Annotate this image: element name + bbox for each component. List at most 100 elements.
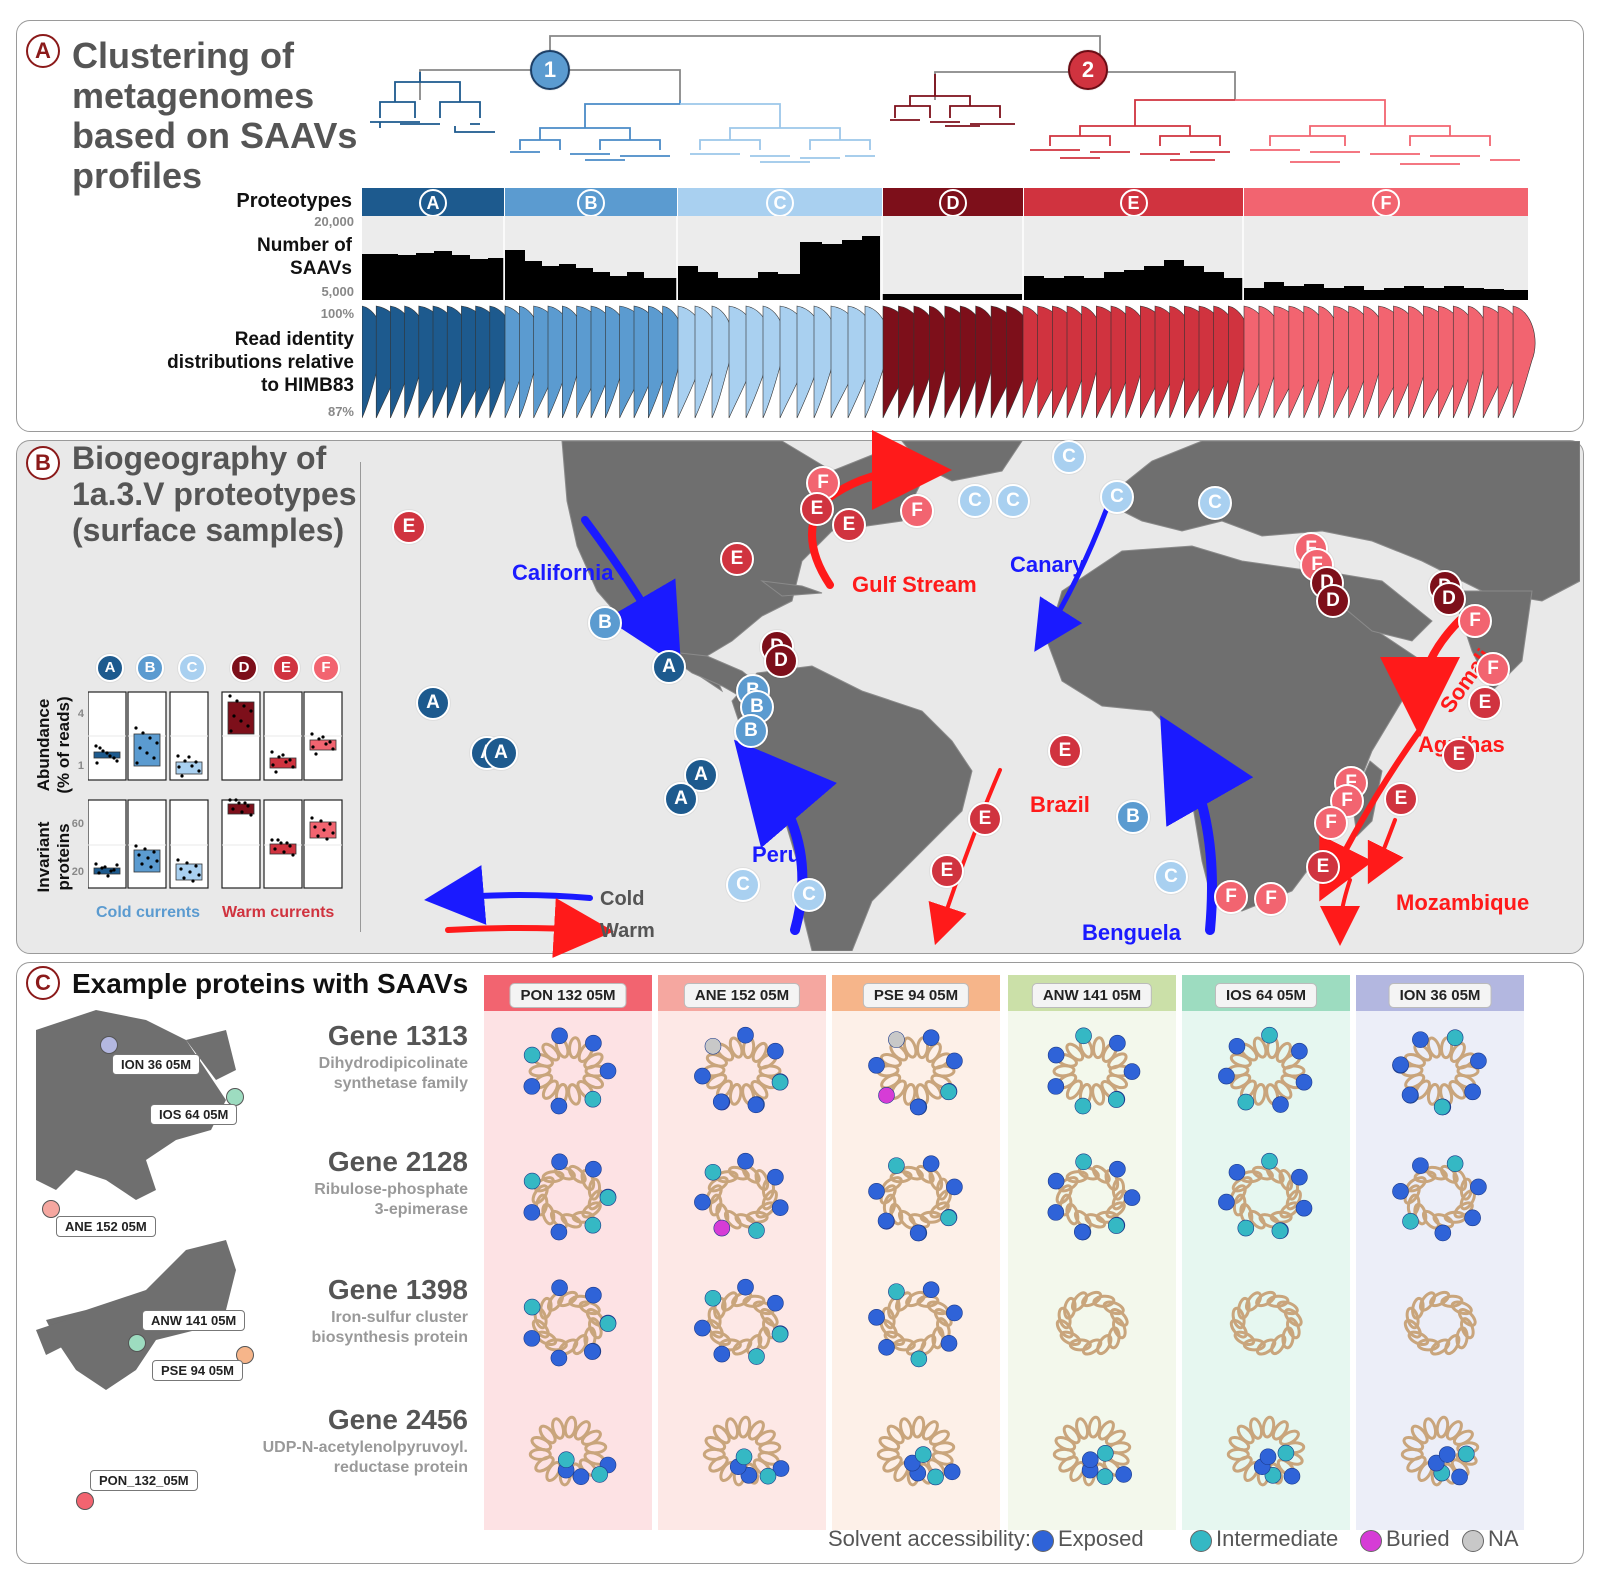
- protein-structures: [694, 1026, 790, 1487]
- ribbon: [1087, 1415, 1102, 1439]
- saav-sphere: [550, 1349, 568, 1367]
- boxplot-element: [227, 701, 255, 735]
- protein-structure: [868, 1155, 963, 1242]
- boxplot-head-badge: A: [96, 654, 124, 682]
- boxplot-element: [325, 837, 329, 841]
- saav-sphere: [877, 1212, 895, 1230]
- map-sample-badge: E: [1306, 850, 1340, 884]
- boxplot-element: [269, 757, 297, 769]
- sample-column: ANW 141 05M: [1008, 975, 1176, 1530]
- ribbon: [1255, 1338, 1277, 1356]
- ribbon: [1460, 1317, 1475, 1340]
- saav-sphere: [1451, 1468, 1468, 1486]
- saav-sphere: [1261, 1026, 1278, 1044]
- saav-sphere: [712, 1093, 730, 1111]
- boxplot-element: [115, 863, 119, 867]
- boxplot-element: [221, 799, 261, 889]
- ribbon: [588, 1317, 603, 1340]
- proteotype-band-e: E: [1024, 188, 1243, 217]
- gene-description: Iron-sulfur cluster biosynthesis protein: [311, 1309, 468, 1346]
- sample-column: ANE 152 05M: [658, 975, 826, 1530]
- saav-sphere: [1392, 1056, 1409, 1074]
- map-sample-badge: B: [1116, 800, 1150, 834]
- legend-label: Buried: [1386, 1526, 1450, 1551]
- saav-sphere: [1446, 1155, 1464, 1172]
- saav-sphere: [1464, 1083, 1481, 1101]
- read-identity-label: Read identity distributions relative to HI…: [167, 329, 354, 396]
- saav-sphere: [704, 1037, 722, 1055]
- protein-structures: [868, 1029, 963, 1487]
- legend-label: Exposed: [1058, 1526, 1144, 1551]
- ribbon: [1069, 1460, 1086, 1483]
- boxplot-element: [155, 741, 159, 745]
- boxplot-element: [273, 847, 277, 851]
- protein-structures: [1047, 1027, 1141, 1487]
- ribbon: [1449, 1041, 1466, 1063]
- legend-label: Intermediate: [1216, 1526, 1339, 1551]
- saav-sphere: [1272, 1096, 1289, 1113]
- saav-sphere: [1108, 1091, 1125, 1108]
- map-sample-badge: E: [1048, 734, 1082, 768]
- ribbon: [1107, 1052, 1128, 1070]
- map-sample-badge: E: [800, 492, 834, 526]
- protein-structure: [523, 1279, 617, 1367]
- saav-sphere: [1291, 1168, 1308, 1186]
- protein-structure: [1226, 1415, 1306, 1487]
- panel-b-divider: [360, 462, 361, 932]
- saav-sphere: [943, 1463, 961, 1481]
- saav-sphere: [551, 1153, 568, 1171]
- boxplot-element: [197, 873, 201, 877]
- saav-sphere: [737, 1026, 754, 1044]
- ribbon: [1406, 1455, 1427, 1473]
- ribbon: [1270, 1334, 1287, 1356]
- protein-structure: [876, 1415, 961, 1487]
- boxplots: [88, 691, 343, 889]
- boxplot-element: [313, 825, 317, 829]
- ribbon: [1403, 1053, 1426, 1068]
- saav-sphere: [888, 1283, 905, 1300]
- boxplot-head-badge: C: [178, 654, 206, 682]
- ribbon: [538, 1424, 557, 1445]
- protein-structure: [523, 1153, 617, 1241]
- saav-sphere: [1228, 1037, 1246, 1055]
- sample-column: PON 132 05M: [484, 975, 652, 1530]
- boxplot-element: [240, 810, 244, 814]
- boxplot-element: [108, 754, 112, 758]
- saav-sphere: [599, 1189, 617, 1206]
- saav-sphere: [888, 1031, 905, 1048]
- boxplot-element: [188, 870, 192, 874]
- ribbon: [728, 1082, 743, 1106]
- map-label-anw: ANW 141 05M: [142, 1310, 246, 1331]
- map-sample-badge: C: [792, 878, 826, 912]
- boxplot-element: [112, 868, 116, 872]
- ribbon: [1429, 1338, 1451, 1356]
- boxplot-element: [291, 853, 295, 857]
- boxplot-element: [246, 724, 250, 728]
- boxplot-element: [100, 866, 104, 870]
- saav-sphere: [585, 1286, 602, 1304]
- saav-sphere: [1283, 1467, 1301, 1485]
- saav-sphere: [1081, 1451, 1099, 1468]
- ribbon: [1057, 1176, 1079, 1193]
- saav-sphere: [1438, 1446, 1456, 1463]
- map-sample-badge: F: [900, 494, 934, 528]
- boxplot-element: [109, 869, 113, 873]
- protein-structure: [1218, 1152, 1313, 1240]
- boxplot-element: [187, 755, 191, 759]
- boxplot-element: [227, 803, 255, 815]
- boxplot-element: [103, 865, 107, 869]
- ribbon: [737, 1415, 752, 1439]
- ribbon: [759, 1308, 779, 1327]
- boxplot-element: [310, 732, 314, 736]
- ribbon: [1423, 1417, 1438, 1440]
- saav-sphere: [523, 1046, 541, 1064]
- saav-sphere: [940, 1083, 957, 1101]
- boxplot-element: [322, 828, 326, 832]
- map-sample-badge: C: [1198, 486, 1232, 520]
- map-sample-badge: D: [764, 644, 798, 678]
- ribbon: [886, 1424, 905, 1445]
- saav-sphere: [1108, 1217, 1125, 1234]
- boxplot-element: [331, 747, 335, 751]
- read-identity-ridge: [1512, 305, 1536, 419]
- ribbon: [533, 1176, 555, 1193]
